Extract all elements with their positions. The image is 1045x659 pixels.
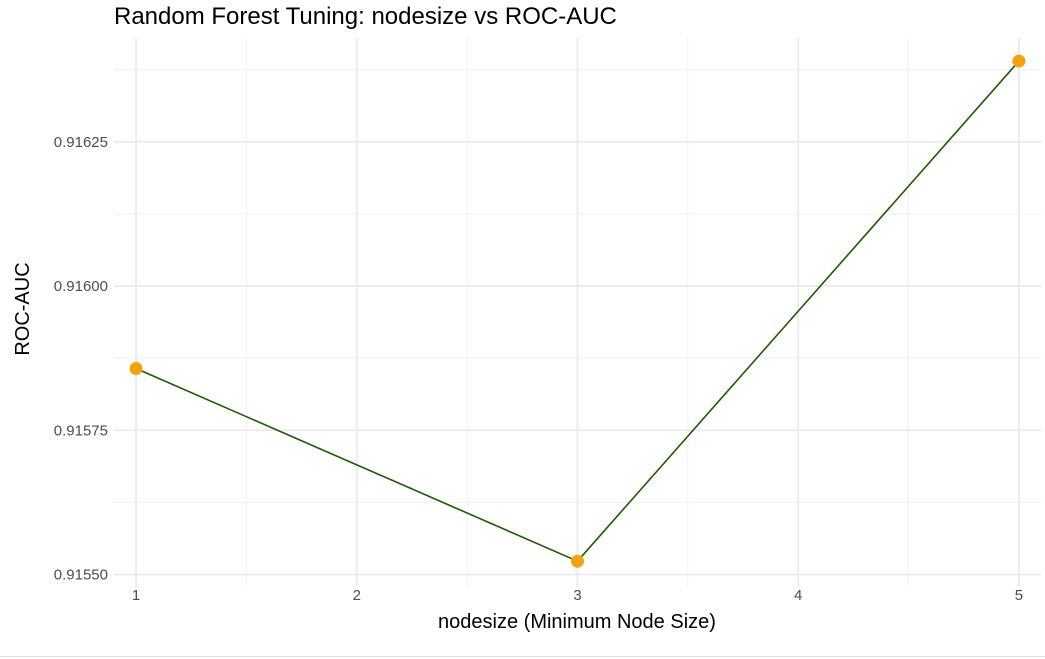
chart-title: Random Forest Tuning: nodesize vs ROC-AU… — [114, 3, 617, 30]
y-tick-label: 0.91575 — [54, 422, 108, 439]
points-layer — [129, 54, 1026, 568]
tick-labels: 1 2 3 4 5 0.91550 0.91575 0.91600 0.91625 — [54, 134, 1023, 604]
data-point — [1012, 54, 1026, 68]
x-axis-title: nodesize (Minimum Node Size) — [438, 611, 716, 633]
x-tick-label: 1 — [132, 587, 140, 604]
y-tick-label: 0.91625 — [54, 134, 108, 151]
data-point — [571, 554, 584, 568]
x-tick-label: 2 — [353, 587, 361, 604]
bottom-divider — [0, 656, 1045, 657]
x-tick-label: 5 — [1015, 587, 1023, 604]
y-tick-label: 0.91550 — [54, 566, 108, 583]
y-tick-label: 0.91600 — [54, 278, 108, 295]
x-tick-label: 3 — [573, 587, 581, 604]
x-tick-label: 4 — [794, 587, 802, 604]
data-point — [129, 362, 143, 376]
grid — [114, 38, 1041, 586]
y-axis-title: ROC-AUC — [12, 262, 34, 355]
